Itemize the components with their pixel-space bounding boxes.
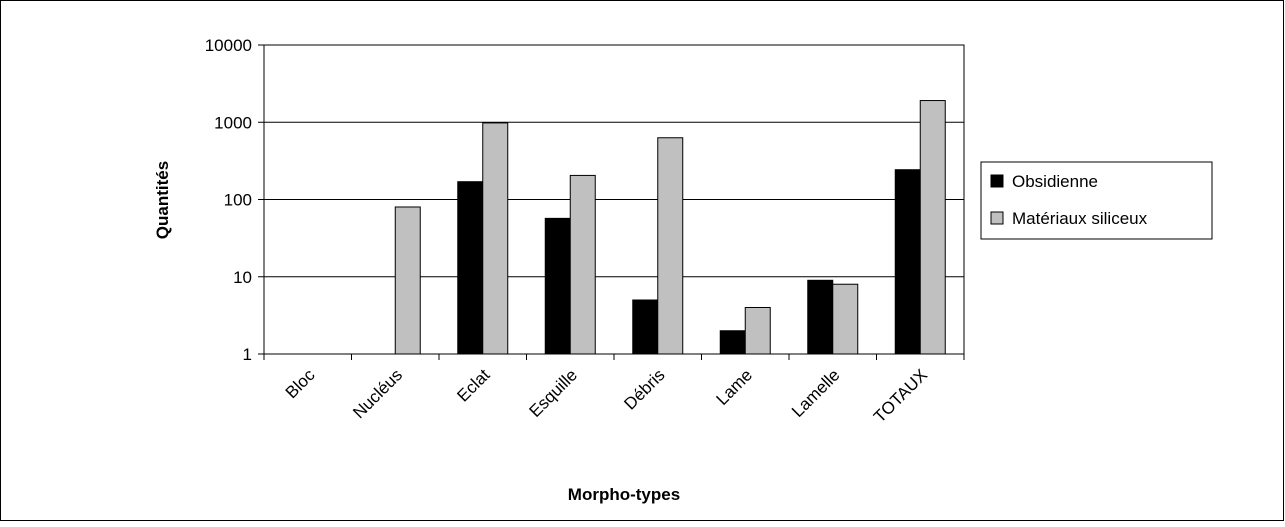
y-axis-title: Quantités <box>153 161 172 239</box>
y-tick-labels: 1 10 100 1000 10000 <box>205 36 252 364</box>
y-tick-label-10: 10 <box>233 268 252 287</box>
legend-swatch-materiaux-siliceux <box>990 211 1004 225</box>
bar-eclat-obsidienne <box>457 181 484 355</box>
bar-lamelle-obsidienne <box>807 279 834 355</box>
y-tick-label-10000: 10000 <box>205 36 252 55</box>
bar-esquille-materiaux-siliceux <box>569 174 596 355</box>
y-tick-label-1000: 1000 <box>214 113 252 132</box>
bar-totaux-materiaux-siliceux <box>919 100 946 355</box>
bars <box>394 100 946 355</box>
bar-débris-materiaux-siliceux <box>657 137 684 355</box>
legend-label-obsidienne: Obsidienne <box>1012 172 1098 191</box>
y-tick-label-1: 1 <box>243 345 252 364</box>
legend-label-materiaux-siliceux: Matériaux siliceux <box>1012 209 1148 228</box>
bar-lamelle-materiaux-siliceux <box>832 283 859 355</box>
legend-swatch-obsidienne <box>990 174 1004 188</box>
bar-esquille-obsidienne <box>544 217 571 355</box>
bar-eclat-materiaux-siliceux <box>482 122 509 355</box>
axes <box>263 44 965 360</box>
bar-totaux-obsidienne <box>894 169 921 355</box>
y-tick-label-100: 100 <box>224 191 252 210</box>
bar-débris-obsidienne <box>632 299 659 355</box>
bar-lame-obsidienne <box>719 330 746 355</box>
bar-lame-materiaux-siliceux <box>744 306 771 355</box>
x-axis-title: Morpho-types <box>568 485 680 504</box>
legend: Obsidienne Matériaux siliceux <box>980 161 1213 240</box>
bar-nucléus-materiaux-siliceux <box>394 206 421 355</box>
legend-box <box>980 161 1213 240</box>
